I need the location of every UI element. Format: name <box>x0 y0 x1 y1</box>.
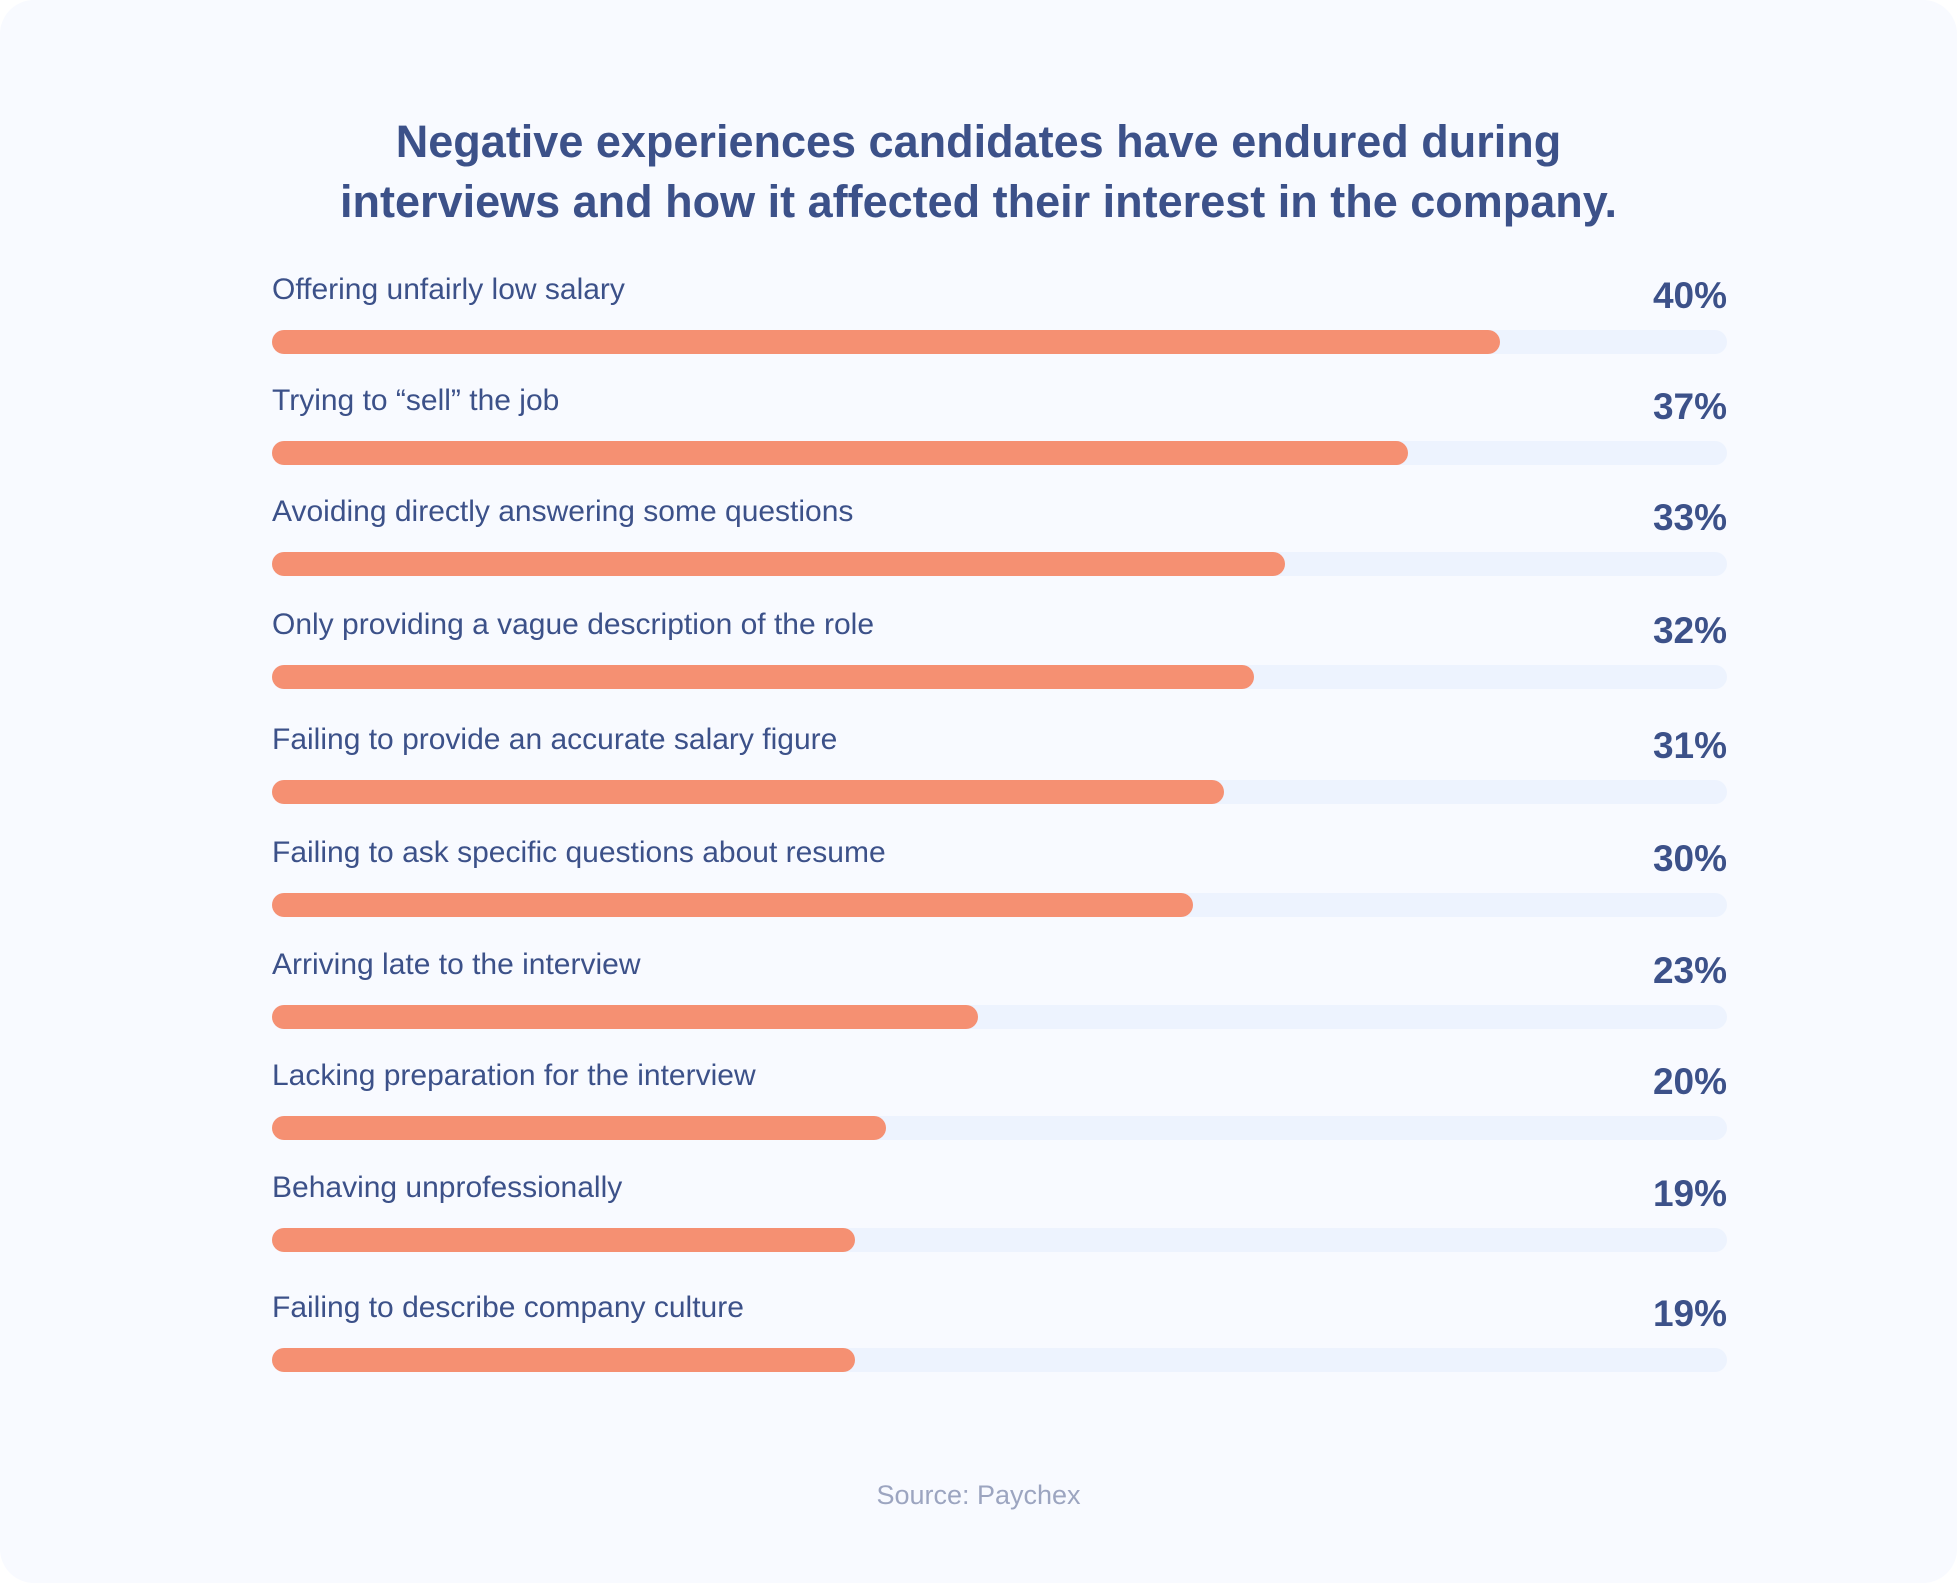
data-label: 19% <box>1652 1173 1727 1214</box>
bar-track <box>272 330 1727 354</box>
bar <box>272 665 1255 689</box>
bar-track <box>272 1116 1727 1140</box>
bar-row: Lacking preparation for the interview 20% <box>272 1056 1727 1168</box>
bar <box>272 893 1193 917</box>
bar-row: Offering unfairly low salary 40% <box>272 270 1727 382</box>
data-label: 30% <box>1652 838 1727 879</box>
bar <box>272 1116 886 1140</box>
bar-track <box>272 1348 1727 1372</box>
bar <box>272 552 1285 576</box>
bar-track <box>272 1005 1727 1029</box>
data-label: 33% <box>1652 497 1727 538</box>
data-label: 37% <box>1652 386 1727 427</box>
bar-row: Trying to “sell” the job 37% <box>272 381 1727 493</box>
category-label: Failing to describe company culture <box>272 1291 744 1324</box>
data-label: 31% <box>1652 725 1727 766</box>
data-label: 19% <box>1652 1293 1727 1334</box>
bar <box>272 441 1408 465</box>
category-label: Arriving late to the interview <box>272 948 641 981</box>
category-label: Lacking preparation for the interview <box>272 1059 756 1092</box>
title-line-2: interviews and how it affected their int… <box>340 176 1617 227</box>
bar <box>272 1348 856 1372</box>
bar-row: Avoiding directly answering some questio… <box>272 492 1727 604</box>
source-note: Source: Paychex <box>876 1480 1081 1510</box>
data-label: 32% <box>1652 610 1727 651</box>
bar <box>272 780 1224 804</box>
bar-row: Failing to ask specific questions about … <box>272 833 1727 945</box>
bar-track <box>272 1228 1727 1252</box>
category-label: Only providing a vague description of th… <box>272 608 875 641</box>
bar-row: Behaving unprofessionally 19% <box>272 1168 1727 1280</box>
bar <box>272 330 1500 354</box>
bar-row: Failing to describe company culture 19% <box>272 1288 1727 1400</box>
bar-track <box>272 780 1727 804</box>
bar <box>272 1005 978 1029</box>
chart-title: Negative experiences candidates have end… <box>0 112 1957 232</box>
bar-track <box>272 665 1727 689</box>
bar-row: Failing to provide an accurate salary fi… <box>272 720 1727 832</box>
category-label: Failing to provide an accurate salary fi… <box>272 723 838 756</box>
data-label: 20% <box>1652 1061 1727 1102</box>
bar-track <box>272 441 1727 465</box>
bar-track <box>272 893 1727 917</box>
category-label: Failing to ask specific questions about … <box>272 836 886 869</box>
category-label: Behaving unprofessionally <box>272 1171 623 1204</box>
bar <box>272 1228 856 1252</box>
data-label: 40% <box>1652 275 1727 316</box>
category-label: Offering unfairly low salary <box>272 273 625 306</box>
category-label: Trying to “sell” the job <box>272 384 560 417</box>
bar-row: Only providing a vague description of th… <box>272 605 1727 717</box>
category-label: Avoiding directly answering some questio… <box>272 495 854 528</box>
data-label: 23% <box>1652 950 1727 991</box>
title-line-1: Negative experiences candidates have end… <box>395 116 1562 167</box>
bar-track <box>272 552 1727 576</box>
bar-row: Arriving late to the interview 23% <box>272 945 1727 1057</box>
